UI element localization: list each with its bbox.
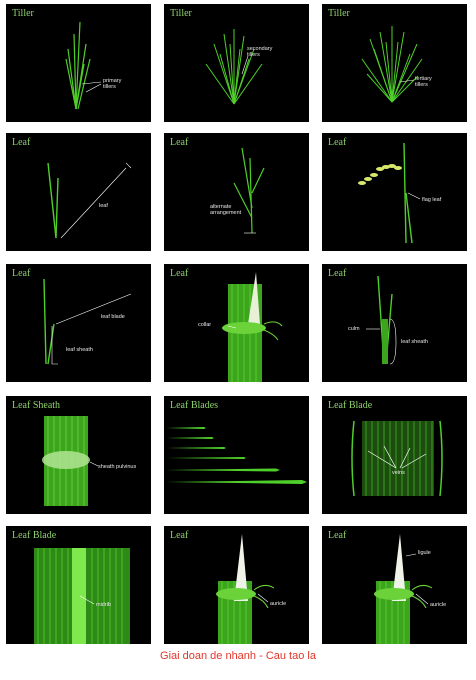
panel-leaf-flag: Leaf flag leaf (322, 133, 467, 251)
panel-title: Leaf (170, 137, 189, 148)
panel-title: Leaf (170, 530, 189, 541)
panel-leaf-culm: Leaf culm leaf sheath (322, 264, 467, 382)
leaf-culm-illustration (366, 275, 397, 365)
panel-title: Leaf (328, 268, 347, 279)
label-midrib: midrib (96, 602, 111, 608)
label-secondary-tillers: secondary tillers (247, 46, 273, 58)
panel-title: Leaf (12, 137, 31, 148)
panel-leaf-blade-midrib: Leaf Blade midrib (6, 526, 151, 644)
figure-caption: Giai doan de nhanh - Cau tao la (160, 650, 316, 662)
label-auricle: auricle (270, 601, 287, 607)
panel-leaf-parts: Leaf leaf blade leaf sheath (6, 264, 151, 382)
panel-title: Leaf (170, 268, 189, 279)
panel-tiller-tertiary: Tiller tertiary tillers (322, 4, 467, 122)
label-ligule: ligule (418, 550, 431, 556)
leaf-parts-illustration (43, 278, 132, 365)
panel-title: Leaf (328, 137, 347, 148)
panel-title: Leaf (328, 530, 347, 541)
panel-title: Tiller (328, 8, 350, 19)
panel-title: Leaf Blade (12, 530, 57, 541)
label-veins: veins (392, 470, 405, 476)
panel-tiller-primary: Tiller primary tillers (6, 4, 151, 122)
panel-leaf-blades: Leaf Blades (164, 396, 309, 514)
panel-leaf-collar: Leaf collar (164, 264, 309, 382)
tiller-tertiary-illustration (361, 26, 423, 103)
panel-leaf-alternate: Leaf alternate arrangement (164, 133, 309, 251)
leaf-sheath-illustration (42, 416, 99, 506)
panel-leaf-single: Leaf leaf (6, 133, 151, 251)
leaf-ligule-illustration (374, 534, 433, 644)
panel-title: Tiller (12, 8, 34, 19)
label-collar: collar (198, 322, 212, 328)
label-culm: culm (348, 326, 360, 332)
panel-title: Leaf (12, 268, 31, 279)
leaf-collar-illustration (222, 272, 283, 382)
label-leaf-blade: leaf blade (101, 314, 125, 320)
panel-title: Tiller (170, 8, 192, 19)
panel-title: Leaf Sheath (12, 400, 61, 411)
leaf-blade-veins-illustration (351, 420, 443, 497)
panel-tiller-secondary: Tiller secondary tillers (164, 4, 309, 122)
label-sheath-pulvinus: sheath pulvinus (98, 464, 137, 470)
panel-leaf-auricle: Leaf auricle (164, 526, 309, 644)
leaf-flag-illustration (358, 142, 421, 244)
label-auricle: auricle (430, 602, 447, 608)
leaf-blade-midrib-illustration (34, 548, 130, 644)
leaf-single-illustration (47, 162, 132, 239)
label-leaf-sheath: leaf sheath (401, 339, 428, 345)
label-primary-tillers: primary tillers (103, 78, 122, 90)
panel-leaf-ligule: Leaf ligule auricle (322, 526, 467, 644)
panel-leaf-blade-veins: Leaf Blade veins (322, 396, 467, 514)
leaf-alternate-illustration (233, 147, 265, 234)
tiller-secondary-illustration (205, 29, 263, 105)
label-flag-leaf: flag leaf (422, 197, 442, 203)
label-leaf-sheath: leaf sheath (66, 347, 93, 353)
leaf-blades-illustration (166, 427, 307, 484)
label-alternate-arrangement: alternate arrangement (210, 204, 242, 216)
label-tertiary-tillers: tertiary tillers (415, 76, 432, 88)
panel-title: Leaf Blades (170, 400, 219, 411)
leaf-auricle-illustration (216, 534, 275, 644)
tiller-primary-illustration (65, 21, 102, 110)
panel-leaf-sheath: Leaf Sheath sheath pulvinus (6, 396, 151, 514)
panel-title: Leaf Blade (328, 400, 373, 411)
label-leaf: leaf (99, 203, 108, 209)
